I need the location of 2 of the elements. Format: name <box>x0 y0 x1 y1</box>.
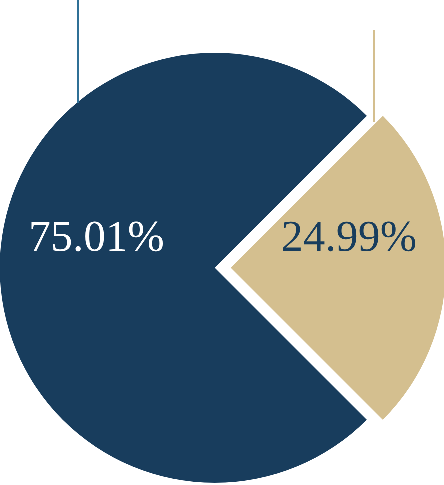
data-label: 24.99% <box>281 212 418 262</box>
data-label: 75.01% <box>28 212 165 261</box>
